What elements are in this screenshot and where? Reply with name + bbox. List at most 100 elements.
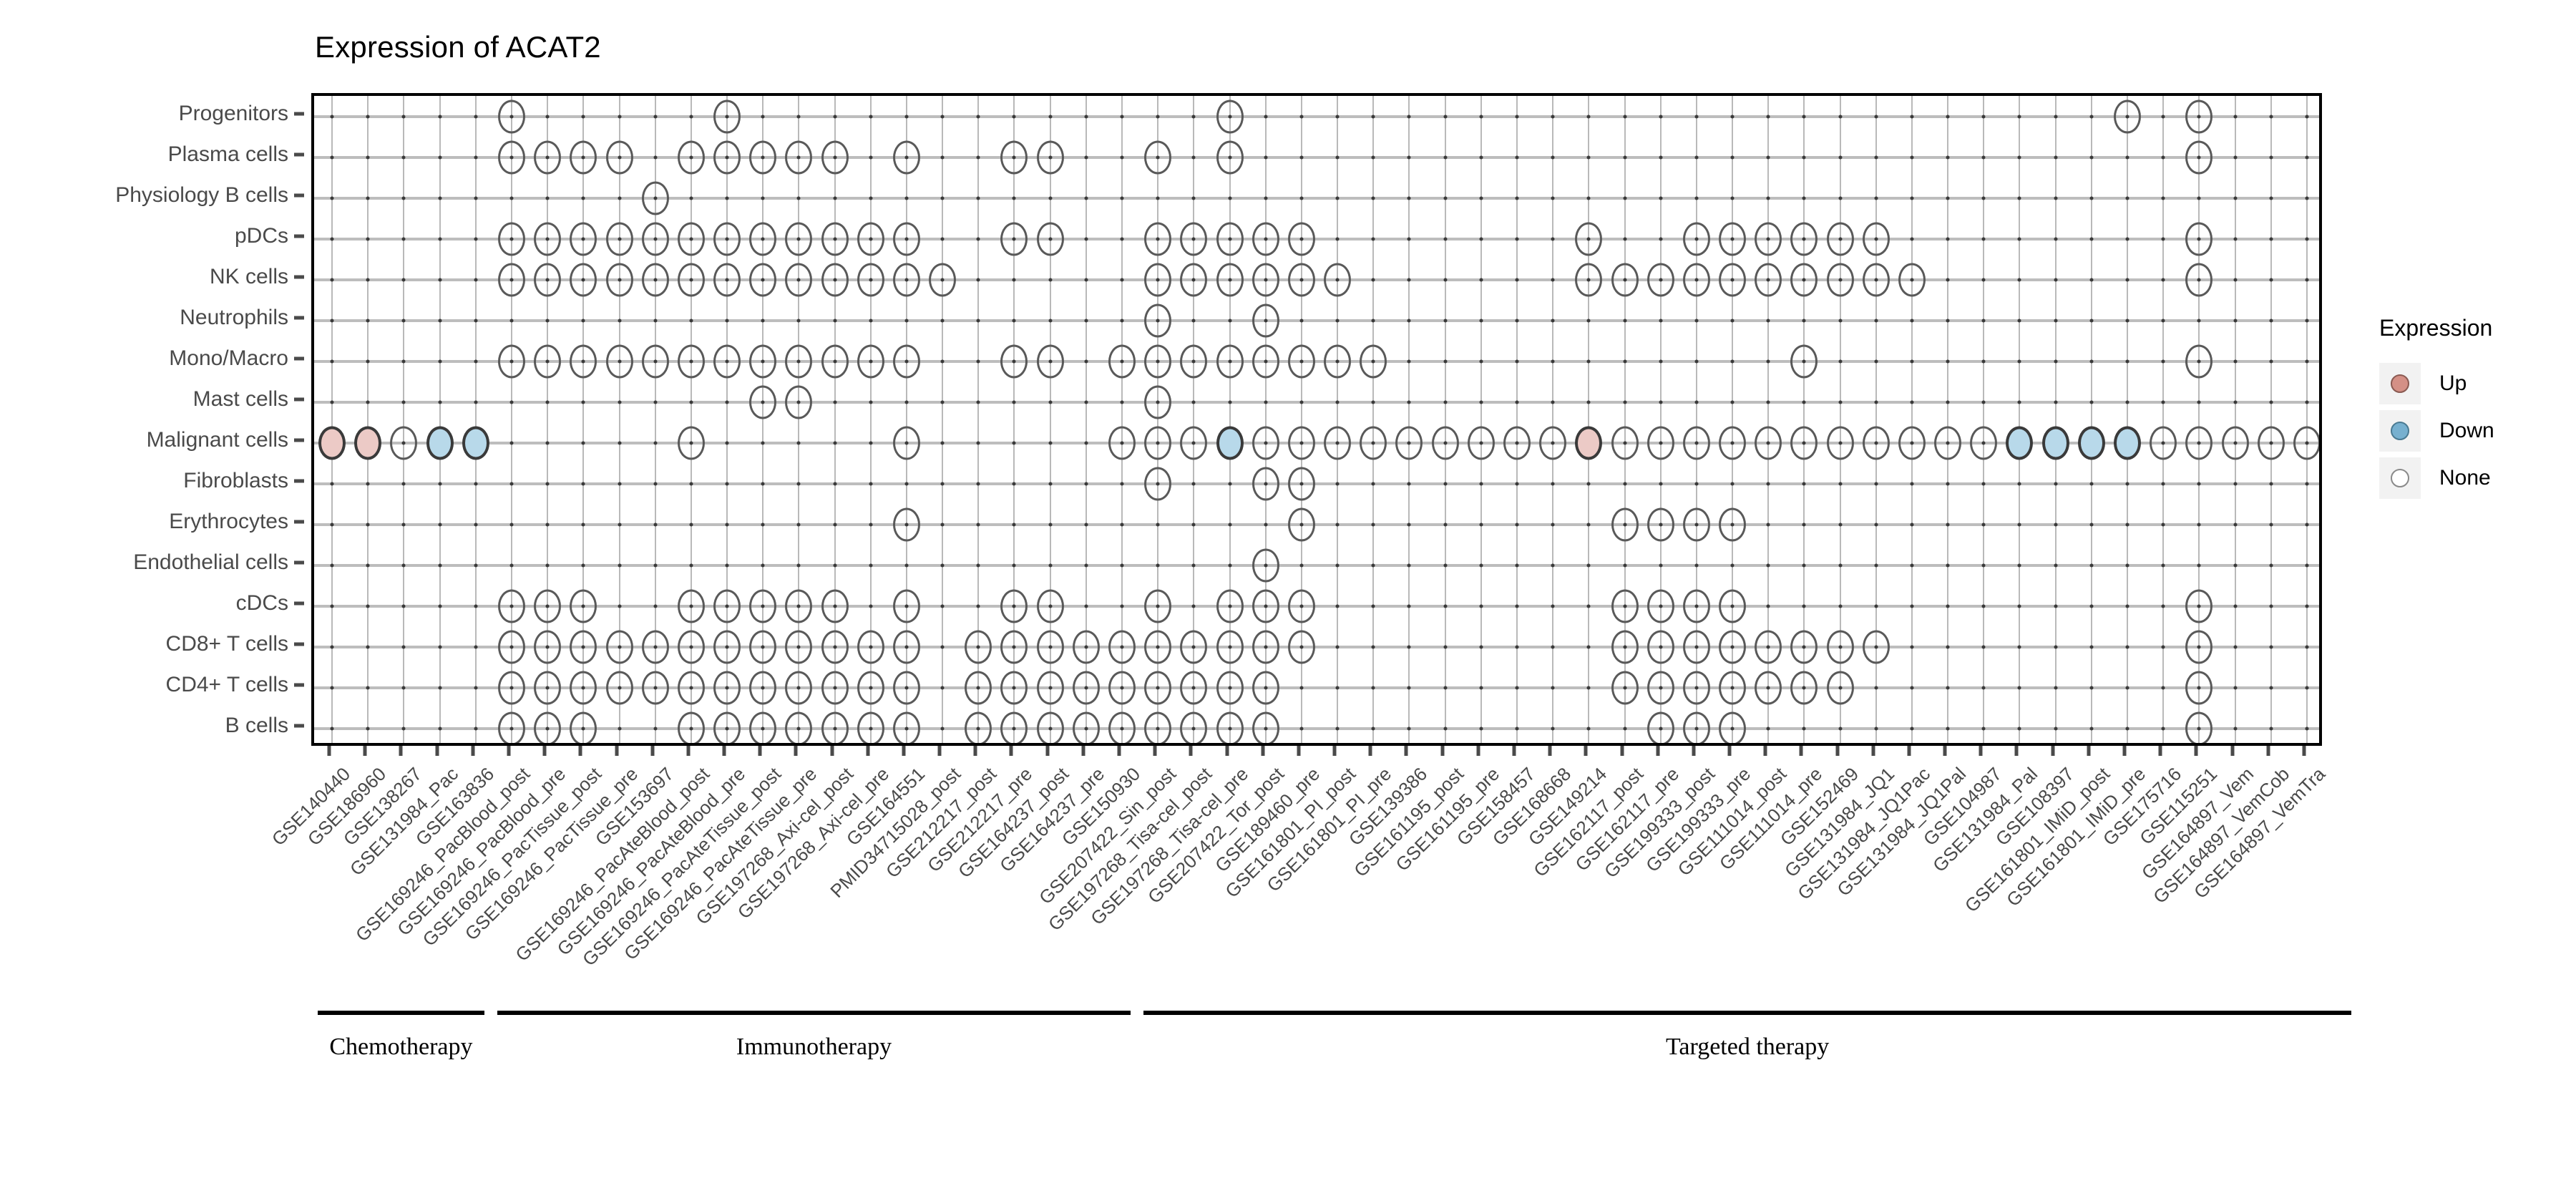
dot-none[interactable] <box>677 671 705 704</box>
dot-none[interactable] <box>1611 263 1639 296</box>
dot-none[interactable] <box>1287 507 1315 541</box>
dot-none[interactable] <box>1072 630 1100 664</box>
dot-none[interactable] <box>1324 426 1352 460</box>
dot-none[interactable] <box>497 630 525 664</box>
dot-none[interactable] <box>2185 222 2213 256</box>
dot-none[interactable] <box>677 140 705 174</box>
dot-none[interactable] <box>497 99 525 133</box>
dot-none[interactable] <box>857 671 884 704</box>
dot-none[interactable] <box>1646 630 1674 664</box>
dot-down[interactable] <box>426 426 454 460</box>
dot-none[interactable] <box>821 589 849 623</box>
dot-none[interactable] <box>785 671 813 704</box>
dot-none[interactable] <box>785 630 813 664</box>
dot-none[interactable] <box>749 222 777 256</box>
dot-none[interactable] <box>1467 426 1495 460</box>
dot-none[interactable] <box>1755 222 1782 256</box>
dot-none[interactable] <box>1180 630 1208 664</box>
dot-up[interactable] <box>354 426 382 460</box>
dot-none[interactable] <box>570 263 597 296</box>
dot-none[interactable] <box>497 140 525 174</box>
dot-none[interactable] <box>1216 263 1244 296</box>
dot-none[interactable] <box>1216 589 1244 623</box>
dot-none[interactable] <box>892 507 920 541</box>
dot-none[interactable] <box>1682 222 1710 256</box>
dot-none[interactable] <box>605 344 633 378</box>
dot-none[interactable] <box>641 263 669 296</box>
dot-none[interactable] <box>965 630 992 664</box>
dot-none[interactable] <box>570 711 597 743</box>
dot-none[interactable] <box>677 222 705 256</box>
dot-none[interactable] <box>749 140 777 174</box>
dot-none[interactable] <box>2293 426 2319 460</box>
dot-none[interactable] <box>1036 711 1064 743</box>
dot-none[interactable] <box>1790 222 1818 256</box>
dot-none[interactable] <box>1790 263 1818 296</box>
dot-none[interactable] <box>677 344 705 378</box>
dot-none[interactable] <box>1287 263 1315 296</box>
dot-none[interactable] <box>713 263 741 296</box>
dot-none[interactable] <box>749 263 777 296</box>
dot-none[interactable] <box>677 426 705 460</box>
dot-none[interactable] <box>1000 630 1028 664</box>
dot-none[interactable] <box>1144 711 1172 743</box>
dot-none[interactable] <box>1252 548 1279 582</box>
dot-none[interactable] <box>892 222 920 256</box>
dot-none[interactable] <box>1682 589 1710 623</box>
dot-none[interactable] <box>605 671 633 704</box>
dot-none[interactable] <box>1575 263 1603 296</box>
dot-none[interactable] <box>1000 222 1028 256</box>
dot-none[interactable] <box>1431 426 1459 460</box>
dot-none[interactable] <box>1036 671 1064 704</box>
dot-none[interactable] <box>534 263 562 296</box>
dot-none[interactable] <box>892 344 920 378</box>
dot-none[interactable] <box>1144 630 1172 664</box>
dot-none[interactable] <box>1036 140 1064 174</box>
dot-none[interactable] <box>1826 222 1854 256</box>
dot-none[interactable] <box>641 630 669 664</box>
dot-none[interactable] <box>821 671 849 704</box>
dot-none[interactable] <box>1252 589 1279 623</box>
dot-none[interactable] <box>713 589 741 623</box>
dot-none[interactable] <box>641 181 669 215</box>
dot-none[interactable] <box>2257 426 2285 460</box>
dot-none[interactable] <box>1790 630 1818 664</box>
dot-none[interactable] <box>785 263 813 296</box>
dot-none[interactable] <box>605 222 633 256</box>
dot-none[interactable] <box>965 671 992 704</box>
dot-none[interactable] <box>1719 426 1747 460</box>
dot-none[interactable] <box>749 711 777 743</box>
dot-none[interactable] <box>641 222 669 256</box>
dot-none[interactable] <box>1682 630 1710 664</box>
dot-none[interactable] <box>892 711 920 743</box>
dot-none[interactable] <box>1826 671 1854 704</box>
dot-none[interactable] <box>497 344 525 378</box>
dot-none[interactable] <box>1682 426 1710 460</box>
dot-none[interactable] <box>2185 589 2213 623</box>
dot-none[interactable] <box>1682 263 1710 296</box>
dot-none[interactable] <box>2221 426 2249 460</box>
dot-none[interactable] <box>785 222 813 256</box>
legend-item-down[interactable]: Down <box>2379 407 2572 455</box>
dot-none[interactable] <box>1755 671 1782 704</box>
dot-none[interactable] <box>1216 671 1244 704</box>
dot-none[interactable] <box>1000 140 1028 174</box>
dot-up[interactable] <box>1575 426 1603 460</box>
dot-none[interactable] <box>2185 671 2213 704</box>
dot-none[interactable] <box>1036 222 1064 256</box>
dot-none[interactable] <box>1755 263 1782 296</box>
dot-none[interactable] <box>534 589 562 623</box>
dot-none[interactable] <box>821 711 849 743</box>
dot-none[interactable] <box>534 140 562 174</box>
dot-none[interactable] <box>1862 263 1890 296</box>
dot-none[interactable] <box>1000 671 1028 704</box>
dot-none[interactable] <box>570 344 597 378</box>
dot-none[interactable] <box>1719 671 1747 704</box>
dot-none[interactable] <box>1180 344 1208 378</box>
dot-none[interactable] <box>857 222 884 256</box>
dot-none[interactable] <box>1144 140 1172 174</box>
dot-none[interactable] <box>1216 711 1244 743</box>
dot-down[interactable] <box>2077 426 2105 460</box>
dot-none[interactable] <box>570 140 597 174</box>
dot-down[interactable] <box>2114 426 2142 460</box>
